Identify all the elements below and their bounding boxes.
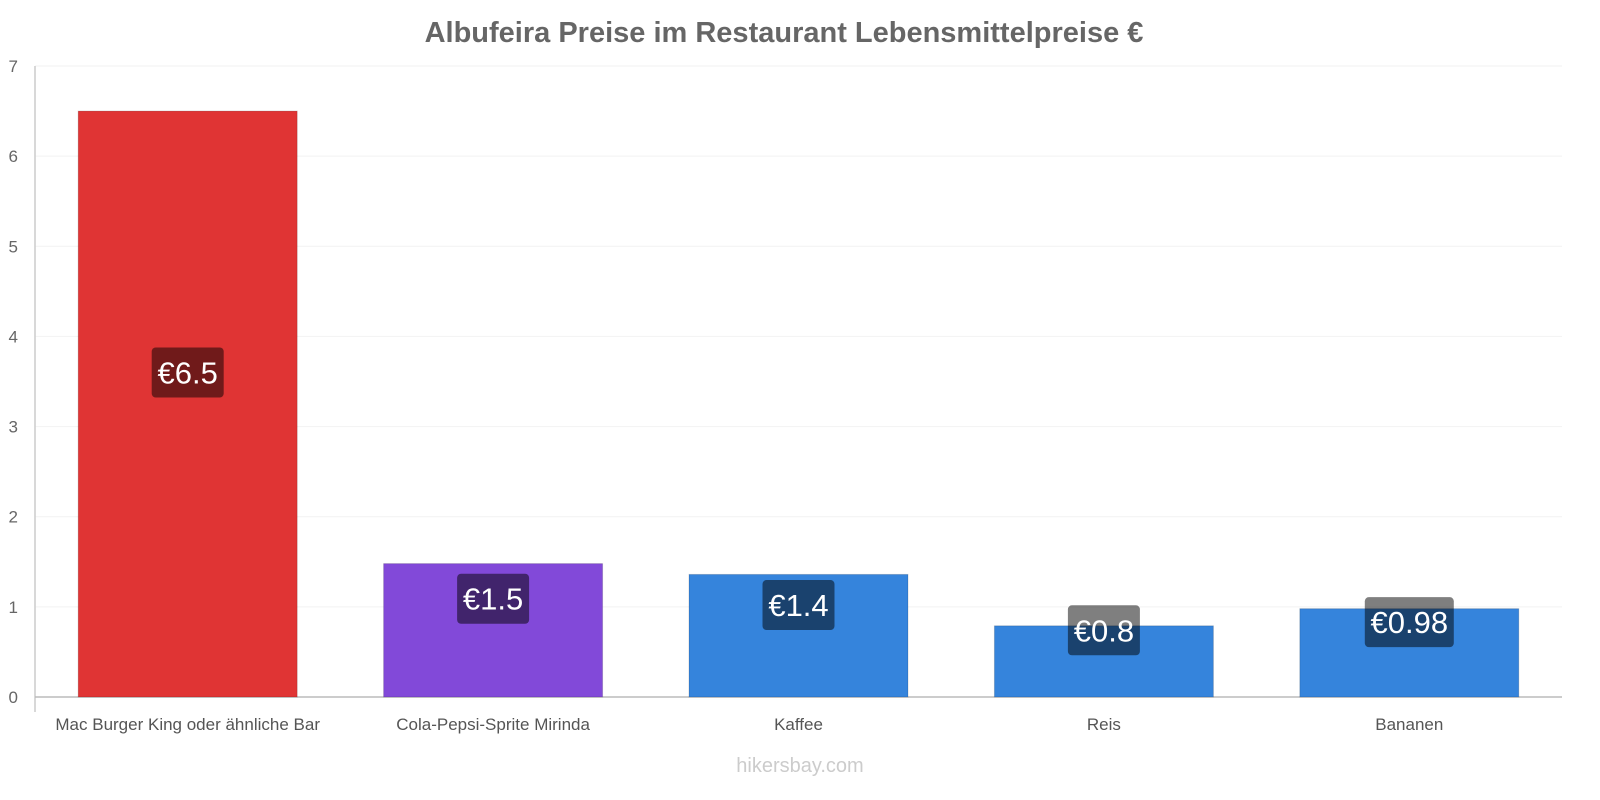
y-tick-label: 6	[9, 147, 18, 166]
data-label: €6.5	[158, 355, 218, 390]
data-label: €1.4	[768, 588, 828, 623]
data-label-box	[457, 573, 530, 624]
data-label-box	[151, 347, 224, 398]
y-tick-label: 5	[9, 237, 18, 256]
data-label-box	[762, 580, 835, 631]
y-tick-label: 4	[9, 327, 18, 346]
x-tick-label: Cola-Pepsi-Sprite Mirinda	[396, 715, 590, 734]
bar	[77, 110, 298, 698]
watermark: hikersbay.com	[736, 755, 863, 777]
chart-title: Albufeira Preise im Restaurant Lebensmit…	[425, 17, 1144, 49]
data-label: €0.8	[1074, 613, 1134, 648]
x-tick-label: Reis	[1087, 715, 1121, 734]
y-tick-label: 2	[9, 508, 18, 527]
data-label: €1.5	[463, 582, 523, 617]
y-tick-label: 3	[9, 418, 18, 437]
y-tick-label: 1	[9, 598, 18, 617]
data-label-box	[1364, 597, 1454, 648]
x-tick-label: Bananen	[1375, 715, 1443, 734]
y-tick-label: 0	[9, 688, 18, 707]
x-tick-label: Mac Burger King oder ähnliche Bar	[55, 715, 320, 734]
y-tick-label: 7	[9, 57, 18, 76]
x-tick-label: Kaffee	[774, 715, 823, 734]
data-label-box	[1067, 605, 1140, 656]
data-label: €0.98	[1371, 605, 1449, 640]
